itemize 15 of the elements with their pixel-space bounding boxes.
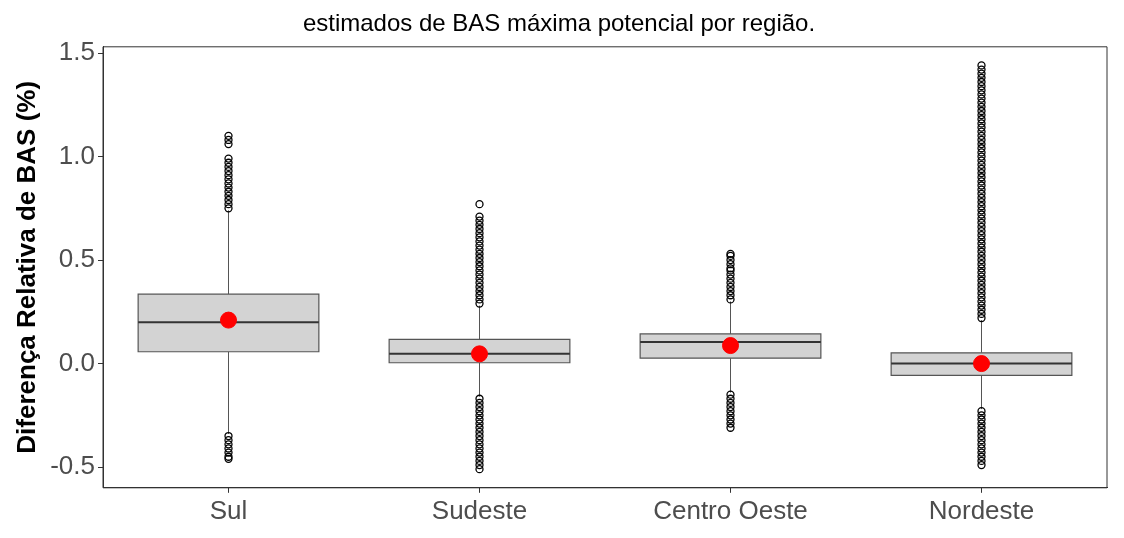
y-axis-title: Diferença Relativa de BAS (%)	[10, 80, 41, 454]
point	[973, 355, 990, 373]
y-tick-label: -0.5	[50, 450, 95, 481]
point	[220, 311, 237, 329]
chart-title: estimados de BAS máxima potencial por região.	[302, 9, 816, 37]
x-tick-label: Nordeste	[928, 494, 1035, 525]
point	[471, 345, 488, 363]
y-tick-label: 1.0	[58, 139, 95, 170]
x-tick-label: Sul	[209, 494, 248, 525]
y-tick-label: 1.5	[58, 36, 95, 67]
y-tick-label: 0.0	[58, 346, 95, 377]
x-tick-label: Sudeste	[431, 494, 528, 525]
x-tick-label: Centro Oeste	[653, 494, 808, 525]
y-tick-label: 0.5	[58, 243, 95, 274]
point	[722, 337, 739, 355]
